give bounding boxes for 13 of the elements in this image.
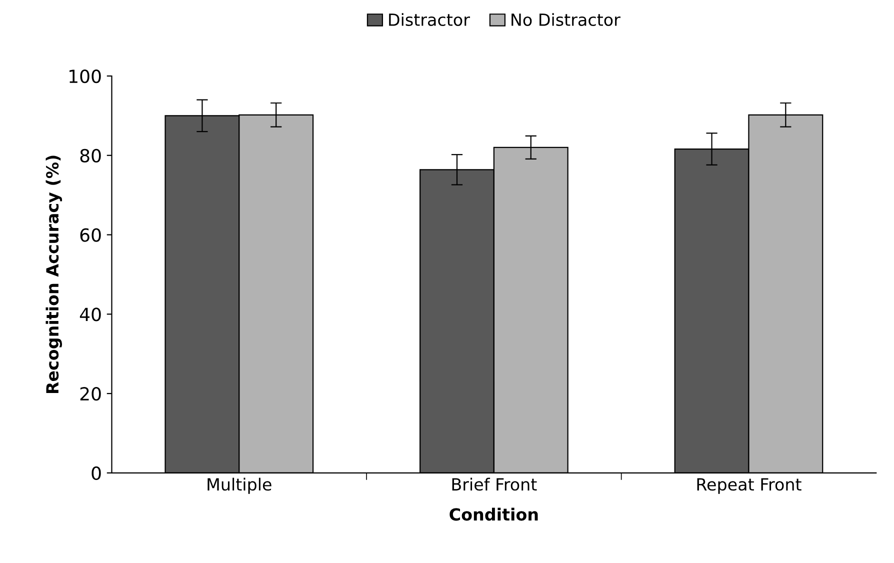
x-tick-label: Brief Front <box>452 478 537 491</box>
y-tick-label: 100 <box>70 69 101 84</box>
y-tick-label: 0 <box>92 466 101 480</box>
x-tick-label: Multiple <box>208 478 272 494</box>
y-axis-title: Recognition Accuracy (%) <box>46 156 62 394</box>
legend-label: No Distractor <box>512 13 620 26</box>
y-tick-label: 80 <box>80 148 101 163</box>
x-axis-title: Condition <box>450 508 538 521</box>
y-tick-label: 20 <box>80 386 101 401</box>
y-tick-label: 40 <box>80 308 101 322</box>
legend-label: Distractor <box>389 13 470 26</box>
x-tick-label: Repeat Front <box>697 478 802 494</box>
y-tick-label: 60 <box>80 228 101 242</box>
